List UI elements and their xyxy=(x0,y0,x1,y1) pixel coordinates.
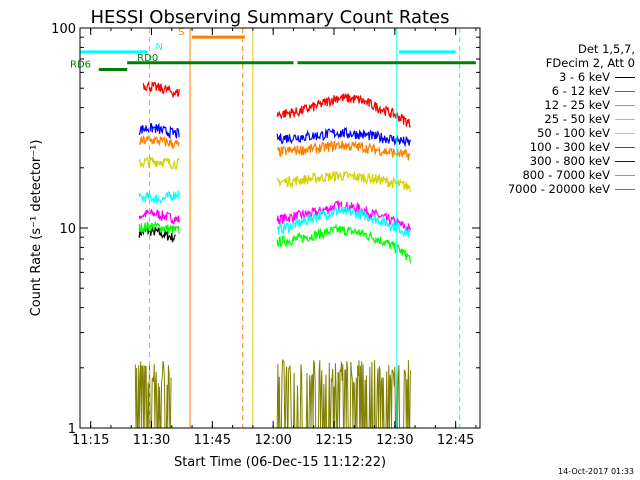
series-25-50-line xyxy=(138,189,180,204)
state-label-s: S xyxy=(178,27,184,38)
legend-label: 300 - 800 keV xyxy=(529,154,610,168)
series-300-800-line xyxy=(276,126,411,148)
x-axis-label: Start Time (06-Dec-15 11:12:22) xyxy=(174,455,386,470)
state-label-rd0: RD0 xyxy=(137,53,158,64)
legend-item: 25 - 50 keV xyxy=(470,112,635,126)
series-800-7000-line xyxy=(276,139,411,161)
y-tick-label: 100 xyxy=(51,22,76,37)
legend-swatch xyxy=(615,118,635,120)
x-tick-label: 12:15 xyxy=(315,433,352,448)
legend-swatch xyxy=(615,188,635,190)
legend-item: 800 - 7000 keV xyxy=(470,168,635,182)
y-tick-label: 1 xyxy=(68,422,76,437)
legend-swatch xyxy=(615,104,635,106)
legend-item: 50 - 100 keV xyxy=(470,126,635,140)
chart-title: HESSI Observing Summary Count Rates xyxy=(91,7,450,28)
x-tick-label: 12:45 xyxy=(437,433,474,448)
series-50-100-line xyxy=(276,170,411,193)
series-100-300-line xyxy=(142,80,180,98)
series-6-12-line xyxy=(138,208,180,226)
x-tick-label: 11:30 xyxy=(133,433,170,448)
x-tick-label: 12:30 xyxy=(376,433,413,448)
series-6-12-line xyxy=(276,200,411,232)
legend-label: 7000 - 20000 keV xyxy=(507,182,610,196)
legend-header-1: Det 1,5,7, xyxy=(577,42,635,56)
legend-swatch xyxy=(615,160,635,162)
legend-label: 800 - 7000 keV xyxy=(522,168,610,182)
y-tick-label: 10 xyxy=(59,222,76,237)
series-12-25-line xyxy=(276,223,411,264)
x-tick-label: 11:15 xyxy=(72,433,109,448)
chart-legend: Det 1,5,7, FDecim 2, Att 0 3 - 6 keV 6 - … xyxy=(470,42,635,196)
series-7000-20000-line xyxy=(134,360,172,429)
series-25-50-line xyxy=(276,206,411,237)
legend-item: 6 - 12 keV xyxy=(470,84,635,98)
series-7000-20000-line xyxy=(276,359,411,429)
series-3-6-line xyxy=(138,224,176,243)
legend-label: 100 - 300 keV xyxy=(529,140,610,154)
legend-item: 3 - 6 keV xyxy=(470,70,635,84)
legend-item: 300 - 800 keV xyxy=(470,154,635,168)
series-800-7000-line xyxy=(138,134,180,151)
y-axis-label: Count Rate (s⁻¹ detector⁻¹) xyxy=(29,140,44,317)
legend-swatch xyxy=(615,90,635,92)
timestamp: 14-Oct-2017 01:33 xyxy=(558,467,634,476)
legend-label: 50 - 100 keV xyxy=(537,126,610,140)
legend-header-2: FDecim 2, Att 0 xyxy=(545,56,635,70)
legend-item: 7000 - 20000 keV xyxy=(470,182,635,196)
series-100-300-line xyxy=(276,93,411,128)
series-12-25-line xyxy=(138,221,180,235)
legend-label: 25 - 50 keV xyxy=(544,112,610,126)
series-50-100-line xyxy=(138,156,180,171)
legend-label: 12 - 25 keV xyxy=(544,98,610,112)
legend-swatch xyxy=(615,146,635,148)
legend-swatch xyxy=(615,174,635,176)
x-tick-label: 12:00 xyxy=(254,433,291,448)
legend-swatch xyxy=(615,132,635,134)
state-label-n: N xyxy=(155,42,162,53)
legend-item: 100 - 300 keV xyxy=(470,140,635,154)
series-300-800-line xyxy=(138,122,180,140)
legend-swatch xyxy=(615,76,635,78)
x-tick-label: 11:45 xyxy=(194,433,231,448)
legend-item: 12 - 25 keV xyxy=(470,98,635,112)
legend-label: 6 - 12 keV xyxy=(551,84,610,98)
legend-label: 3 - 6 keV xyxy=(559,70,610,84)
state-label-rd6: RD6 xyxy=(70,60,91,71)
